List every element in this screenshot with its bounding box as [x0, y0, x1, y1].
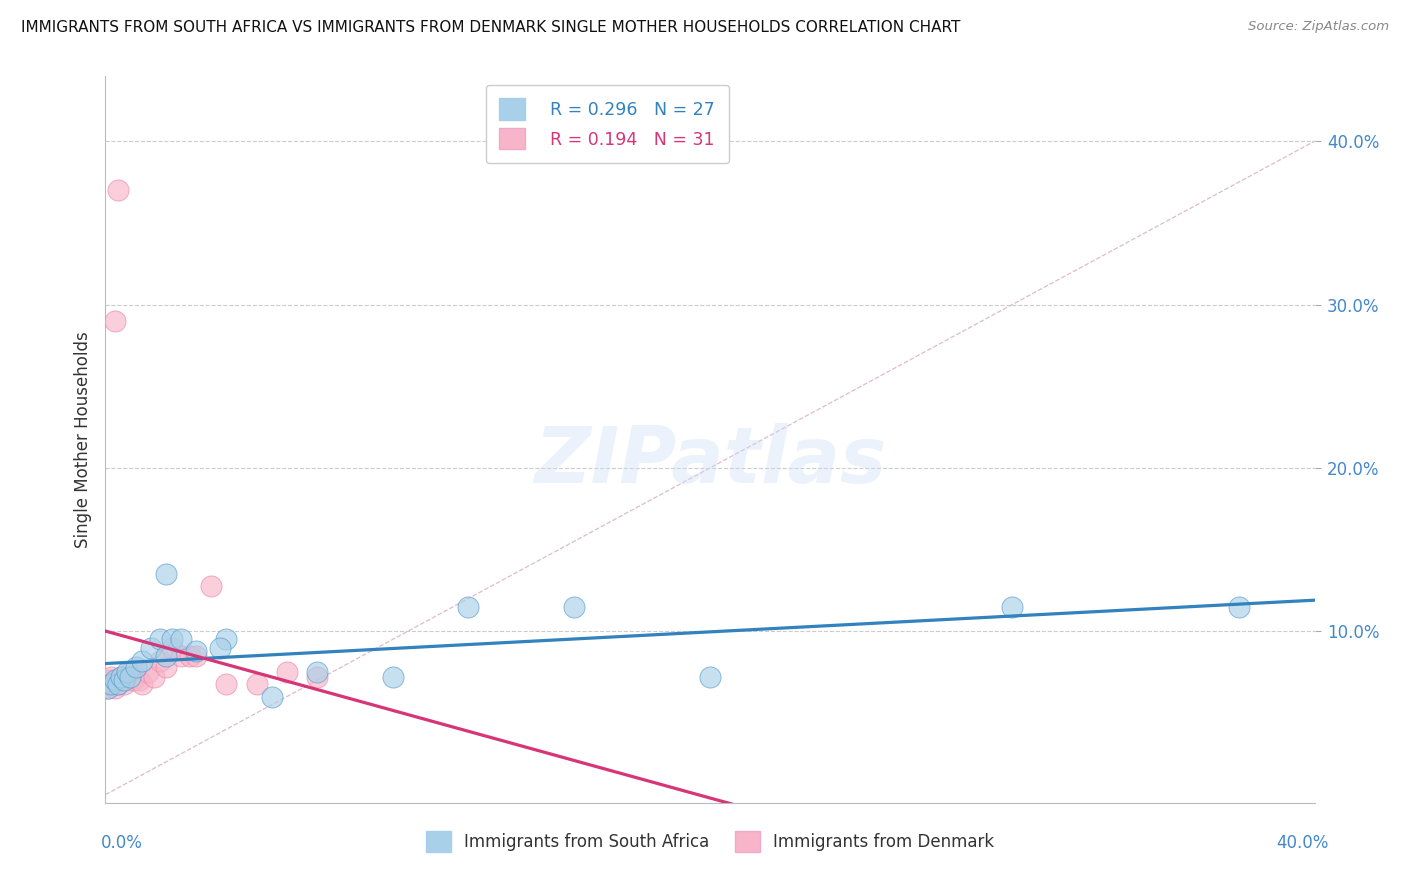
- Point: [179, 648, 201, 663]
- Point: [260, 690, 283, 704]
- Point: [107, 676, 129, 690]
- Point: [155, 648, 177, 663]
- Point: [170, 632, 193, 647]
- Point: [276, 665, 298, 679]
- Legend: Immigrants from South Africa, Immigrants from Denmark: Immigrants from South Africa, Immigrants…: [418, 823, 1002, 860]
- Point: [115, 665, 138, 679]
- Point: [215, 676, 238, 690]
- Point: [562, 599, 585, 614]
- Point: [155, 567, 177, 582]
- Point: [1227, 599, 1250, 614]
- Point: [149, 654, 172, 668]
- Point: [139, 640, 162, 655]
- Point: [1001, 599, 1024, 614]
- Point: [107, 676, 129, 690]
- Point: [100, 676, 122, 690]
- Point: [246, 676, 269, 690]
- Point: [699, 670, 721, 684]
- Point: [110, 673, 132, 688]
- Point: [97, 681, 120, 696]
- Point: [128, 673, 150, 688]
- Point: [307, 670, 329, 684]
- Point: [112, 673, 135, 688]
- Point: [131, 676, 153, 690]
- Text: ZIPatlas: ZIPatlas: [534, 423, 886, 500]
- Point: [124, 670, 148, 684]
- Point: [457, 599, 479, 614]
- Point: [155, 660, 177, 674]
- Point: [110, 670, 132, 684]
- Text: IMMIGRANTS FROM SOUTH AFRICA VS IMMIGRANTS FROM DENMARK SINGLE MOTHER HOUSEHOLDS: IMMIGRANTS FROM SOUTH AFRICA VS IMMIGRAN…: [21, 20, 960, 35]
- Point: [136, 665, 159, 679]
- Point: [115, 670, 138, 684]
- Text: Source: ZipAtlas.com: Source: ZipAtlas.com: [1249, 20, 1389, 33]
- Point: [307, 665, 329, 679]
- Point: [103, 681, 125, 696]
- Point: [103, 314, 125, 328]
- Text: 0.0%: 0.0%: [101, 834, 143, 852]
- Point: [160, 640, 183, 655]
- Point: [112, 676, 135, 690]
- Point: [131, 654, 153, 668]
- Point: [215, 632, 238, 647]
- Point: [142, 670, 165, 684]
- Point: [97, 673, 120, 688]
- Point: [103, 676, 125, 690]
- Point: [100, 670, 122, 684]
- Point: [124, 660, 148, 674]
- Point: [97, 681, 120, 696]
- Point: [118, 670, 141, 684]
- Point: [381, 670, 404, 684]
- Point: [118, 665, 141, 679]
- Point: [121, 673, 143, 688]
- Point: [103, 673, 125, 688]
- Y-axis label: Single Mother Households: Single Mother Households: [73, 331, 91, 548]
- Point: [186, 644, 208, 658]
- Point: [170, 648, 193, 663]
- Point: [200, 578, 222, 592]
- Text: 40.0%: 40.0%: [1277, 834, 1329, 852]
- Point: [107, 183, 129, 197]
- Point: [149, 632, 172, 647]
- Point: [186, 648, 208, 663]
- Point: [110, 670, 132, 684]
- Point: [160, 632, 183, 647]
- Point: [100, 676, 122, 690]
- Point: [209, 640, 232, 655]
